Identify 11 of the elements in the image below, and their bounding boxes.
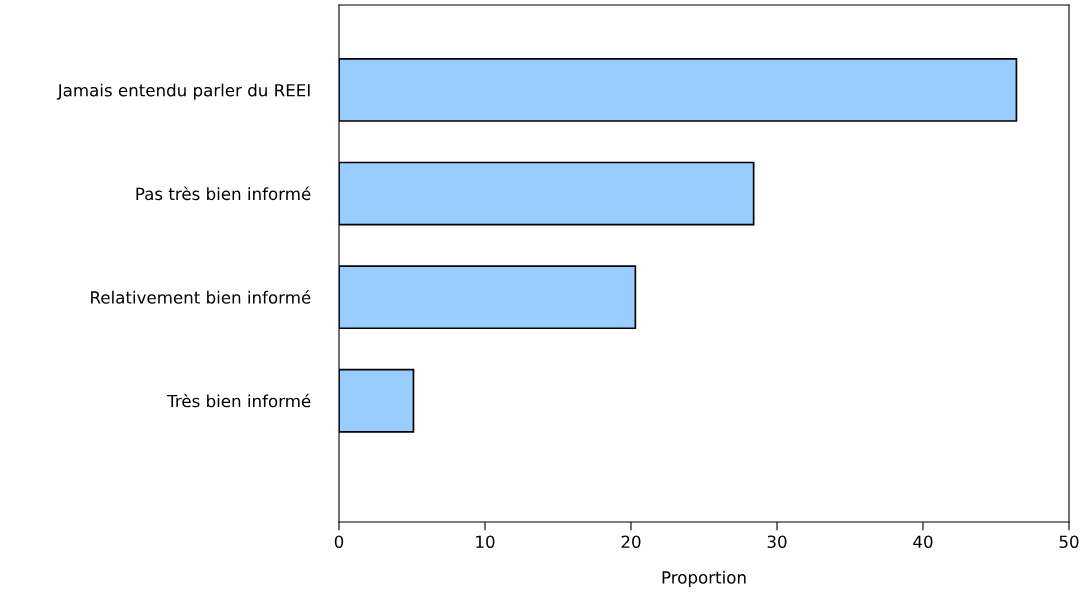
y-tick-label: Pas très bien informé <box>136 186 311 201</box>
y-tick-label: Très bien informé <box>167 393 311 408</box>
x-tick-label: 20 <box>621 535 641 549</box>
x-tick-label: 40 <box>913 535 933 549</box>
x-axis-title: Proportion <box>662 570 746 587</box>
x-tick-label: 50 <box>1059 535 1079 549</box>
x-tick-label: 10 <box>476 535 495 549</box>
y-tick-label: Relativement bien informé <box>91 290 311 304</box>
y-tick-label: Jamais entendu parler du REEI <box>56 83 310 100</box>
x-tick-label: 0 <box>334 535 344 549</box>
x-tick-label: 30 <box>767 535 787 549</box>
